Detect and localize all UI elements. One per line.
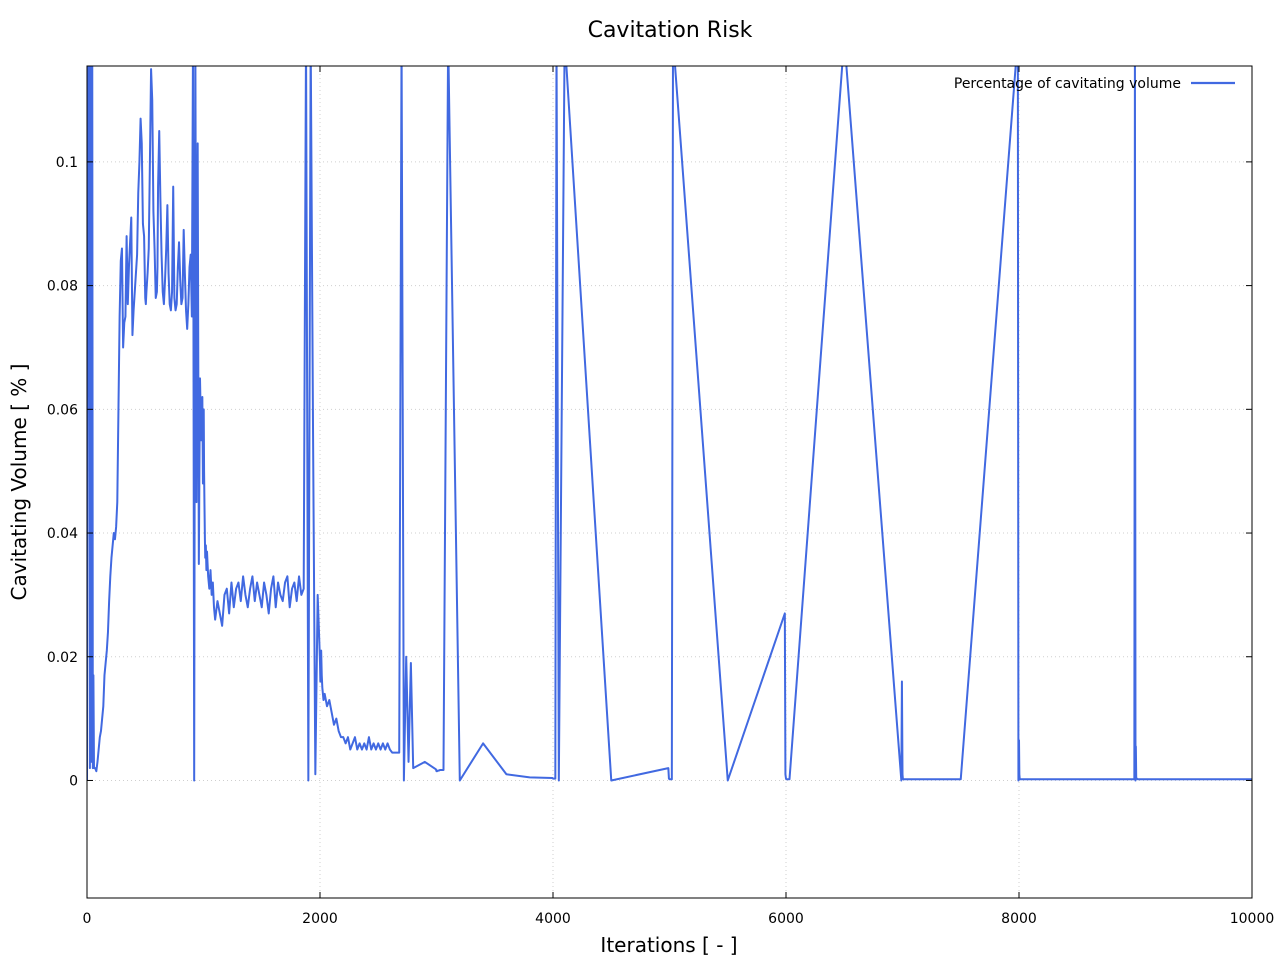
y-tick-label: 0.02 — [47, 650, 78, 666]
x-tick-label: 4000 — [535, 911, 571, 927]
y-tick-label: 0.1 — [56, 155, 78, 171]
y-axis-title: Cavitating Volume [ % ] — [7, 364, 31, 601]
y-tick-label: 0 — [69, 773, 78, 789]
x-axis-title: Iterations [ - ] — [600, 933, 737, 957]
plot-frame — [86, 65, 1253, 899]
chart-title: Cavitation Risk — [588, 18, 753, 43]
x-tick-label: 10000 — [1230, 911, 1275, 927]
ticks-layer: 0 2000 4000 6000 8000 10000 0 0.02 0.04 0.06 0.08 0… — [47, 66, 1274, 927]
y-tick-label: 0.06 — [47, 402, 78, 418]
y-tick-label: 0.08 — [47, 279, 78, 295]
y-tick-label: 0.04 — [47, 526, 78, 542]
legend-label: Percentage of cavitating volume — [954, 76, 1181, 92]
x-tick-label: 2000 — [302, 911, 338, 927]
plot-area — [87, 66, 1252, 782]
x-tick-label: 8000 — [1001, 911, 1037, 927]
x-tick-label: 0 — [83, 911, 92, 927]
x-tick-label: 6000 — [768, 911, 804, 927]
series-line — [87, 66, 1252, 782]
legend: Percentage of cavitating volume — [954, 76, 1235, 92]
